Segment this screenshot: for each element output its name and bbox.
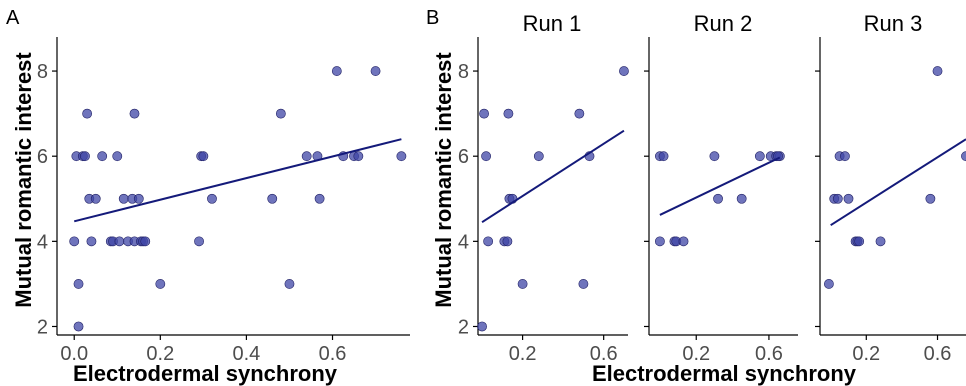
facet-run-2-title: Run 2	[694, 11, 753, 36]
panel-a-data-point	[301, 151, 312, 162]
panel-a-regression-line	[73, 138, 402, 223]
run-1-data-point	[619, 66, 629, 76]
run-1-data-point	[574, 108, 585, 119]
panel-a-data-point	[73, 321, 84, 332]
panel-a-data-point	[207, 193, 217, 204]
panel-a-data-point	[353, 151, 364, 162]
panel-a-x-tick-label: 0.4	[233, 343, 261, 365]
panel-a-letter: A	[6, 7, 20, 29]
panel-a-x-axis-title: Electrodermal synchrony	[73, 361, 338, 386]
run-2-x-tick-label: 0.6	[755, 343, 783, 365]
panel-a-y-tick-label: 6	[37, 146, 48, 168]
run-3-data-point	[961, 151, 966, 162]
run-2-data-point	[678, 236, 689, 247]
panel-a-data-point	[331, 66, 342, 76]
run-3-data-point	[840, 151, 850, 162]
panel-a-y-tick-label: 4	[37, 231, 48, 253]
run-3-regression-line	[830, 138, 966, 227]
facet-run-3-plot: 0.2 0.6	[815, 37, 966, 365]
panel-b-y-axis-title: Mutual romantic interest	[431, 52, 456, 308]
run-1-regression-line	[481, 129, 625, 224]
run-2-x-tick-label: 0.2	[682, 343, 710, 365]
panel-a-data-point	[140, 236, 151, 247]
panel-a-data-point	[396, 151, 407, 162]
panel-a-data-point	[267, 193, 278, 204]
run-1-y-tick-label: 6	[458, 146, 469, 168]
run-3-data-point	[925, 193, 936, 204]
run-1-data-point	[479, 108, 489, 119]
facet-run-3: Run 3 0.2 0.6	[815, 11, 966, 365]
run-1-data-point	[533, 151, 544, 162]
run-1-data-point	[503, 108, 514, 119]
run-1-x-tick-label: 0.2	[509, 343, 537, 365]
run-2-data-point	[709, 151, 720, 162]
run-2-data-point	[754, 151, 765, 162]
facet-run-3-title: Run 3	[864, 11, 923, 36]
panel-a-data-point	[112, 151, 123, 162]
run-1-data-point	[517, 279, 528, 289]
panel-a-x-tick-label: 0.2	[146, 343, 174, 365]
panel-a-y-tick-label: 2	[37, 316, 48, 338]
panel-a-data-point	[194, 236, 204, 247]
panel-a-data-point	[284, 279, 295, 289]
run-2-data-point	[713, 193, 723, 204]
run-1-y-tick-label: 4	[458, 231, 469, 253]
run-3-data-point	[854, 236, 865, 247]
panel-a-data-point	[129, 108, 140, 119]
run-3-data-point	[932, 66, 943, 76]
run-1-data-point	[477, 321, 487, 332]
run-1-y-tick-label: 2	[458, 316, 469, 338]
panel-a-data-point	[155, 279, 166, 289]
facet-run-1-title: Run 1	[523, 11, 582, 36]
panel-a-x-tick-label: 0.6	[319, 343, 347, 365]
panel-a-data-point	[114, 236, 125, 247]
panel-b-x-axis-title: Electrodermal synchrony	[592, 361, 857, 386]
panel-a-data-point	[118, 193, 129, 204]
panel-a-data-point	[80, 151, 90, 162]
run-1-data-point	[578, 279, 589, 289]
facet-run-2-plot: 0.2 0.6	[644, 37, 798, 365]
panel-a-data-point	[275, 108, 286, 119]
facet-run-2: Run 2 0.2 0.6	[644, 11, 798, 365]
panel-a-plot: 2 4 6 8 0.0 0.2 0.4 0.6	[37, 37, 410, 365]
panel-b-letter: B	[426, 7, 439, 29]
run-3-data-point	[875, 236, 886, 247]
panel-a-data-point	[133, 193, 144, 204]
panel-a-data-point	[370, 66, 381, 76]
facet-run-1: Run 1 2 4 6 8 0.2 0.6	[458, 11, 629, 365]
panel-a-y-axis-title: Mutual romantic interest	[11, 52, 36, 308]
run-1-data-point	[483, 236, 494, 247]
panel-a-data-point	[314, 193, 325, 204]
run-2-data-point	[655, 236, 665, 247]
run-1-x-tick-label: 0.6	[590, 343, 618, 365]
panel-a-data-point	[90, 193, 101, 204]
run-1-data-point	[481, 151, 492, 162]
facet-run-1-plot: 2 4 6 8 0.2 0.6	[458, 37, 629, 365]
run-2-data-point	[658, 151, 669, 162]
panel-a-x-tick-label: 0.0	[60, 343, 88, 365]
panel-a-data-point	[97, 151, 108, 162]
panel-b: B Mutual romantic interest Electrodermal…	[426, 7, 966, 386]
panel-a: A 2 4 6 8 0.0 0.2 0.4 0.6 Electrodermal synchro…	[6, 7, 410, 386]
run-3-data-point	[824, 279, 834, 289]
run-3-data-point	[832, 193, 843, 204]
run-3-x-tick-label: 0.6	[924, 343, 952, 365]
run-2-regression-line	[659, 156, 781, 216]
run-1-data-point	[502, 236, 513, 247]
run-3-x-tick-label: 0.2	[852, 343, 880, 365]
panel-a-data-point	[86, 236, 97, 247]
panel-a-data-point	[69, 236, 80, 247]
run-1-y-tick-label: 8	[458, 61, 469, 83]
panel-a-y-tick-label: 8	[37, 61, 48, 83]
panel-a-data-point	[82, 108, 93, 119]
panel-a-data-point	[198, 151, 209, 162]
panel-a-data-point	[73, 279, 84, 289]
run-2-data-point	[736, 193, 747, 204]
run-3-data-point	[843, 193, 854, 204]
